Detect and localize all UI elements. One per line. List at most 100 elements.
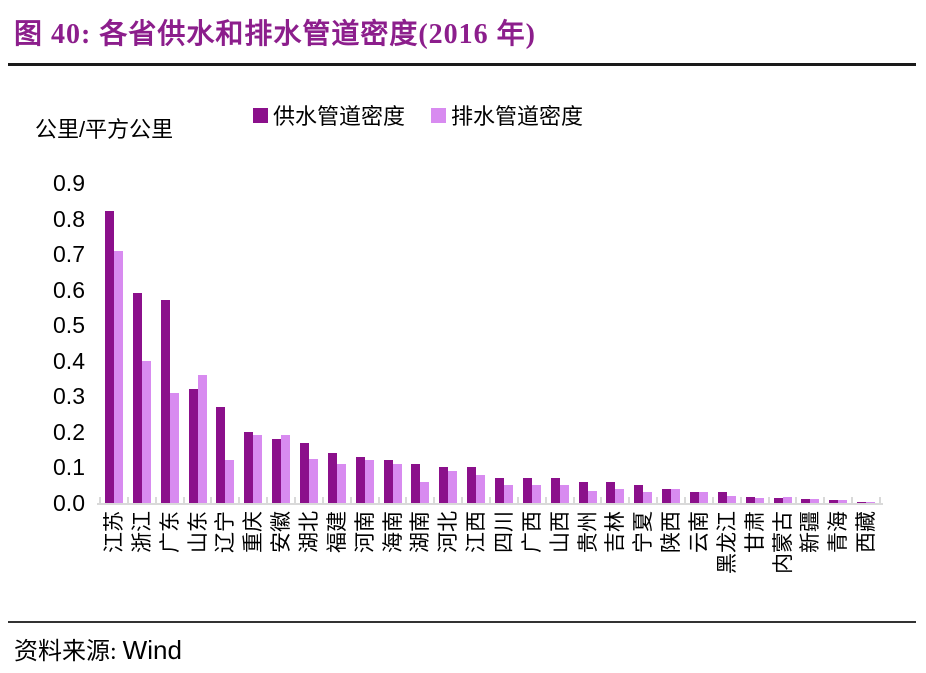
bar-drain-4 [225,460,235,503]
bar-supply-13 [467,467,477,503]
x-axis-tick [377,497,380,503]
y-tick-label: 0.0 [53,490,85,516]
x-axis-tick [795,497,798,503]
y-tick-label: 0.9 [53,170,85,196]
x-category-label: 吉林 [604,511,628,553]
bar-drain-11 [420,481,430,503]
x-category-label: 河南 [353,511,377,553]
bar-supply-10 [383,460,393,503]
x-category-label: 广东 [158,511,182,553]
bar-supply-20 [662,488,672,503]
x-axis-tick [572,497,575,503]
x-axis-tick [600,497,603,503]
bar-drain-25 [810,499,820,503]
x-category-label: 宁夏 [632,511,656,553]
bar-drain-3 [197,375,207,503]
bar-drain-10 [392,463,402,503]
bar-supply-27 [857,501,867,503]
x-axis-tick [238,497,241,503]
legend-swatch-icon [431,107,447,123]
legend-item-drain: 排水管道密度 [431,99,583,131]
x-category-label: 江苏 [102,511,126,553]
x-category-label: 福建 [325,511,349,553]
bar-supply-14 [494,478,504,503]
bar-supply-5 [244,431,254,503]
bar-drain-17 [587,490,597,503]
bar-drain-15 [531,485,541,503]
x-axis-tick [349,497,352,503]
x-axis-tick [405,497,408,503]
x-category-label: 湖南 [409,511,433,553]
x-category-label: 西藏 [855,511,879,553]
x-category-label: 黑龙江 [715,511,739,574]
bar-supply-26 [829,500,839,503]
bar-supply-4 [216,407,226,503]
bar-drain-13 [476,474,486,503]
x-category-label: 甘肃 [743,511,767,553]
x-axis-tick [489,497,491,503]
bar-supply-23 [745,496,755,503]
x-category-label: 江西 [465,511,489,553]
bar-drain-27 [866,501,876,503]
bar-supply-8 [327,453,337,503]
x-axis-tick [879,497,881,503]
bar-drain-0 [113,250,123,503]
bar-drain-5 [253,435,263,503]
x-category-label: 广西 [520,511,544,553]
bar-supply-2 [160,300,170,503]
title-divider [8,63,916,66]
x-axis-line [97,503,883,505]
bar-drain-6 [281,435,291,503]
x-axis-tick [711,497,714,503]
bar-drain-12 [448,471,458,503]
x-axis-tick [461,497,464,503]
bar-drain-8 [336,463,346,503]
bar-supply-24 [773,497,783,503]
x-category-label: 山东 [186,511,210,553]
bar-drain-22 [726,495,736,503]
x-axis-tick [823,497,826,503]
bar-drain-9 [364,460,374,503]
y-tick-label: 0.8 [53,205,85,232]
x-category-label: 四川 [492,511,516,553]
x-category-label: 安徽 [270,511,294,553]
x-axis-tick [126,497,129,503]
legend-item-supply: 供水管道密度 [253,99,405,131]
bar-drain-18 [615,488,625,503]
x-category-label: 贵州 [576,511,600,553]
bar-supply-17 [578,481,588,503]
x-axis-tick [628,497,631,503]
legend-swatch-icon [253,107,268,123]
bar-drain-7 [308,458,318,503]
y-axis-unit-label: 公里/平方公里 [35,117,174,142]
bar-drain-16 [559,485,569,503]
bar-drain-20 [671,488,681,503]
x-category-label: 海南 [381,511,405,553]
source-value: Wind [122,635,182,665]
x-axis-tick [433,497,436,503]
y-tick-label: 0.5 [53,312,85,339]
bar-supply-12 [439,467,449,503]
x-category-label: 河北 [437,511,461,553]
bar-supply-0 [104,211,114,503]
x-axis-tick [516,497,519,503]
x-axis-tick [739,497,742,503]
bar-drain-14 [503,485,513,503]
y-tick-label: 0.3 [53,383,85,410]
x-category-label: 陕西 [660,511,684,553]
y-tick-label: 0.7 [53,241,85,268]
x-axis-tick [210,497,213,503]
x-category-label: 湖北 [297,511,321,553]
bar-supply-16 [550,478,560,503]
bar-drain-21 [698,492,708,503]
bar-supply-1 [132,293,142,503]
x-axis-tick [684,497,686,503]
x-category-label: 云南 [687,511,711,553]
x-axis-tick [656,497,659,503]
bar-supply-3 [188,389,198,503]
x-category-label: 山西 [548,511,572,553]
bar-supply-6 [272,439,282,503]
legend-label: 排水管道密度 [451,104,584,129]
bar-supply-22 [717,492,727,503]
